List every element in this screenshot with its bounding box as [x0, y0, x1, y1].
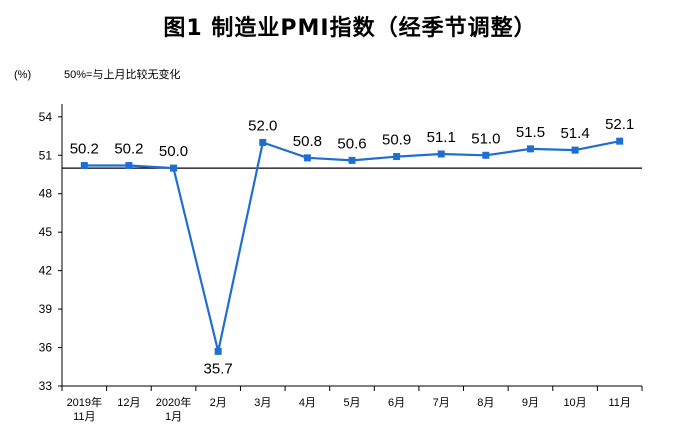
data-point	[393, 153, 401, 161]
y-tick-label: 36	[39, 341, 53, 355]
x-tick-label: 12月	[117, 397, 140, 409]
x-tick-label: 2020年	[156, 395, 191, 409]
data-point	[214, 347, 222, 355]
y-tick-label: 54	[39, 110, 53, 124]
x-tick-label: 6月	[388, 397, 405, 409]
data-label: 51.5	[516, 124, 545, 141]
reference-note: 50%=与上月比较无变化	[64, 67, 180, 81]
unit-label: (%)	[14, 69, 31, 81]
data-point	[303, 154, 311, 162]
x-tick-label: 11月	[608, 397, 630, 409]
x-tick-label: 8月	[477, 397, 494, 409]
data-point	[437, 150, 445, 158]
y-tick-label: 33	[39, 379, 53, 393]
x-tick-label: 1月	[165, 411, 182, 423]
data-label: 50.2	[70, 141, 99, 158]
data-label: 51.0	[471, 130, 500, 147]
x-tick-label: 9月	[522, 397, 539, 409]
chart-title: 图1 制造业PMI指数（经季节调整）	[163, 16, 537, 41]
x-tick-label: 2月	[210, 397, 227, 409]
data-label: 50.8	[293, 133, 322, 150]
y-tick-label: 45	[39, 225, 53, 239]
data-label: 35.7	[204, 360, 233, 377]
y-tick-label: 42	[39, 264, 53, 278]
data-label: 50.6	[337, 135, 366, 152]
data-label: 50.9	[382, 132, 411, 149]
data-point	[125, 162, 133, 170]
data-point	[259, 138, 267, 146]
y-tick-label: 39	[39, 302, 53, 316]
data-label: 52.1	[605, 116, 634, 133]
data-point	[80, 162, 88, 170]
data-point	[616, 137, 624, 145]
x-tick-label: 10月	[563, 397, 586, 409]
x-tick-label: 3月	[254, 397, 271, 409]
x-tick-label: 11月	[73, 411, 95, 423]
y-tick-label: 51	[39, 148, 53, 162]
series-line	[84, 140, 620, 353]
data-point	[482, 151, 490, 159]
x-tick-label: 4月	[299, 397, 316, 409]
y-tick-label: 48	[39, 187, 53, 201]
x-tick-label: 7月	[433, 397, 450, 409]
data-label: 50.0	[159, 143, 188, 160]
data-point	[170, 164, 178, 172]
data-point	[526, 145, 534, 153]
data-point	[571, 146, 579, 154]
data-label: 52.0	[248, 117, 277, 134]
data-label: 51.4	[560, 125, 589, 142]
data-label: 51.1	[427, 129, 456, 146]
x-tick-label: 5月	[343, 397, 360, 409]
data-point	[348, 156, 356, 164]
x-tick-label: 2019年	[67, 395, 102, 409]
data-label: 50.2	[114, 141, 143, 158]
